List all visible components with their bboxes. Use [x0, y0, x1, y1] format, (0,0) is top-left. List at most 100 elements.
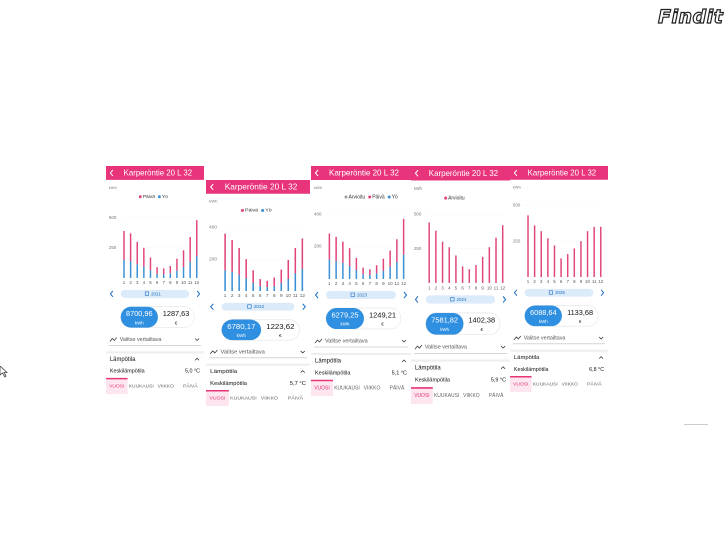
dropdown-chevron[interactable]	[401, 339, 407, 343]
tab[interactable]: PÄIVÄ	[183, 382, 198, 389]
compare-dropdown[interactable]: Valitse vertailtava	[325, 338, 369, 344]
calendar-icon	[247, 304, 252, 309]
year-pill[interactable]	[326, 291, 396, 299]
prev-year[interactable]	[513, 289, 518, 297]
prev-year[interactable]	[109, 290, 114, 298]
trend-icon	[209, 349, 218, 355]
compare-dropdown[interactable]: Valitse vertailtava	[524, 335, 566, 341]
tab[interactable]: PÄIVÄ	[587, 380, 602, 387]
collapse-chevron[interactable]	[194, 357, 200, 361]
next-year[interactable]	[600, 289, 605, 297]
next-year[interactable]	[196, 290, 201, 298]
tab[interactable]: VUOSI	[414, 393, 429, 399]
dropdown-chevron[interactable]	[194, 338, 200, 341]
x-tick-label: 3	[238, 293, 241, 298]
tab[interactable]: VUOSI	[209, 396, 225, 402]
bar	[149, 270, 152, 279]
x-tick-label: 5	[355, 281, 358, 286]
energy-value: 6088,64	[530, 308, 557, 317]
calendar-icon	[450, 297, 455, 302]
back-button[interactable]	[513, 169, 518, 177]
bar	[369, 274, 371, 279]
tab[interactable]: VIIKKO	[562, 381, 578, 387]
compare-dropdown[interactable]: Valitse vertailtava	[221, 349, 266, 355]
legend-label: Arvioitu	[448, 195, 465, 201]
section-title: Lämpötila	[514, 355, 540, 361]
bar	[362, 274, 364, 279]
bar	[402, 218, 405, 255]
compare-dropdown[interactable]: Valitse vertailtava	[425, 345, 468, 351]
tab[interactable]: KUUKAUSI	[533, 381, 558, 387]
bar	[287, 259, 290, 280]
background	[510, 166, 608, 392]
tab[interactable]: VUOSI	[109, 383, 124, 389]
back-button[interactable]	[314, 169, 319, 177]
bar	[335, 261, 337, 279]
tab[interactable]: VIIKKO	[158, 383, 174, 389]
tab[interactable]: PÄIVÄ	[390, 384, 405, 391]
dropdown-chevron[interactable]	[300, 350, 306, 354]
x-tick-label: 9	[382, 281, 385, 286]
next-year[interactable]	[302, 303, 306, 311]
prev-year[interactable]	[210, 303, 214, 311]
tab[interactable]: VIIKKO	[463, 393, 480, 399]
dropdown-chevron[interactable]	[500, 345, 506, 349]
next-year[interactable]	[403, 291, 408, 299]
y-tick-label: 500	[109, 215, 117, 220]
tab[interactable]: VIIKKO	[261, 396, 278, 402]
dropdown-chevron[interactable]	[598, 336, 604, 340]
x-tick-label: 1	[224, 293, 227, 298]
energy-value: 6279,25	[331, 310, 358, 319]
collapse-chevron[interactable]	[500, 366, 506, 370]
tab[interactable]: KUUKAUSI	[434, 393, 459, 399]
energy-pill	[326, 308, 364, 329]
legend-label: Päivä	[372, 194, 385, 200]
prev-year[interactable]	[414, 296, 419, 303]
x-tick-label: 2	[335, 281, 338, 286]
y-tick-label: 250	[109, 245, 117, 250]
tab[interactable]: KUUKAUSI	[230, 396, 257, 402]
energy-value: 8700,96	[126, 309, 153, 318]
prev-year[interactable]	[314, 291, 319, 299]
next-year[interactable]	[502, 296, 507, 303]
avg-temp-label: Keskilämpötila	[415, 378, 451, 384]
section-title: Lämpötila	[315, 359, 342, 365]
x-tick-label: 5	[252, 293, 255, 298]
year-pill[interactable]	[524, 288, 594, 297]
tab[interactable]: PÄIVÄ	[489, 392, 504, 399]
bar	[553, 245, 556, 278]
bar	[547, 238, 549, 278]
back-button[interactable]	[109, 169, 114, 177]
year-pill[interactable]	[120, 289, 190, 298]
collapse-chevron[interactable]	[598, 356, 604, 359]
tab[interactable]: KUUKAUSI	[334, 385, 360, 391]
bar	[266, 287, 269, 292]
collapse-chevron[interactable]	[401, 359, 407, 363]
x-tick-label: 11	[188, 280, 193, 285]
y-axis-unit: kWh	[109, 185, 117, 190]
x-tick-label: 2	[533, 279, 536, 284]
back-button[interactable]	[414, 169, 419, 177]
year-pill[interactable]	[425, 295, 496, 304]
x-tick-label: 3	[441, 285, 444, 290]
energy-unit: kWh	[237, 333, 247, 338]
collapse-chevron[interactable]	[300, 370, 306, 373]
tab[interactable]: VUOSI	[513, 381, 528, 387]
tab[interactable]: VIIKKO	[364, 385, 381, 391]
tab[interactable]: VUOSI	[314, 385, 330, 391]
x-tick-label: 4	[143, 280, 146, 285]
x-tick-label: 6	[461, 285, 464, 290]
year-pill[interactable]	[221, 302, 295, 311]
active-tab	[311, 380, 333, 396]
back-button[interactable]	[210, 183, 214, 191]
tab[interactable]: PÄIVÄ	[288, 395, 304, 402]
compare-dropdown[interactable]: Valitse vertailtava	[120, 337, 162, 343]
x-tick-label: 8	[573, 279, 576, 284]
bar	[396, 239, 398, 262]
tab[interactable]: KUUKAUSI	[129, 383, 154, 389]
bar	[129, 261, 132, 279]
calendar-icon	[350, 292, 355, 297]
x-tick-label: 4	[547, 279, 550, 284]
background	[311, 166, 411, 396]
x-tick-label: 9	[481, 285, 484, 290]
